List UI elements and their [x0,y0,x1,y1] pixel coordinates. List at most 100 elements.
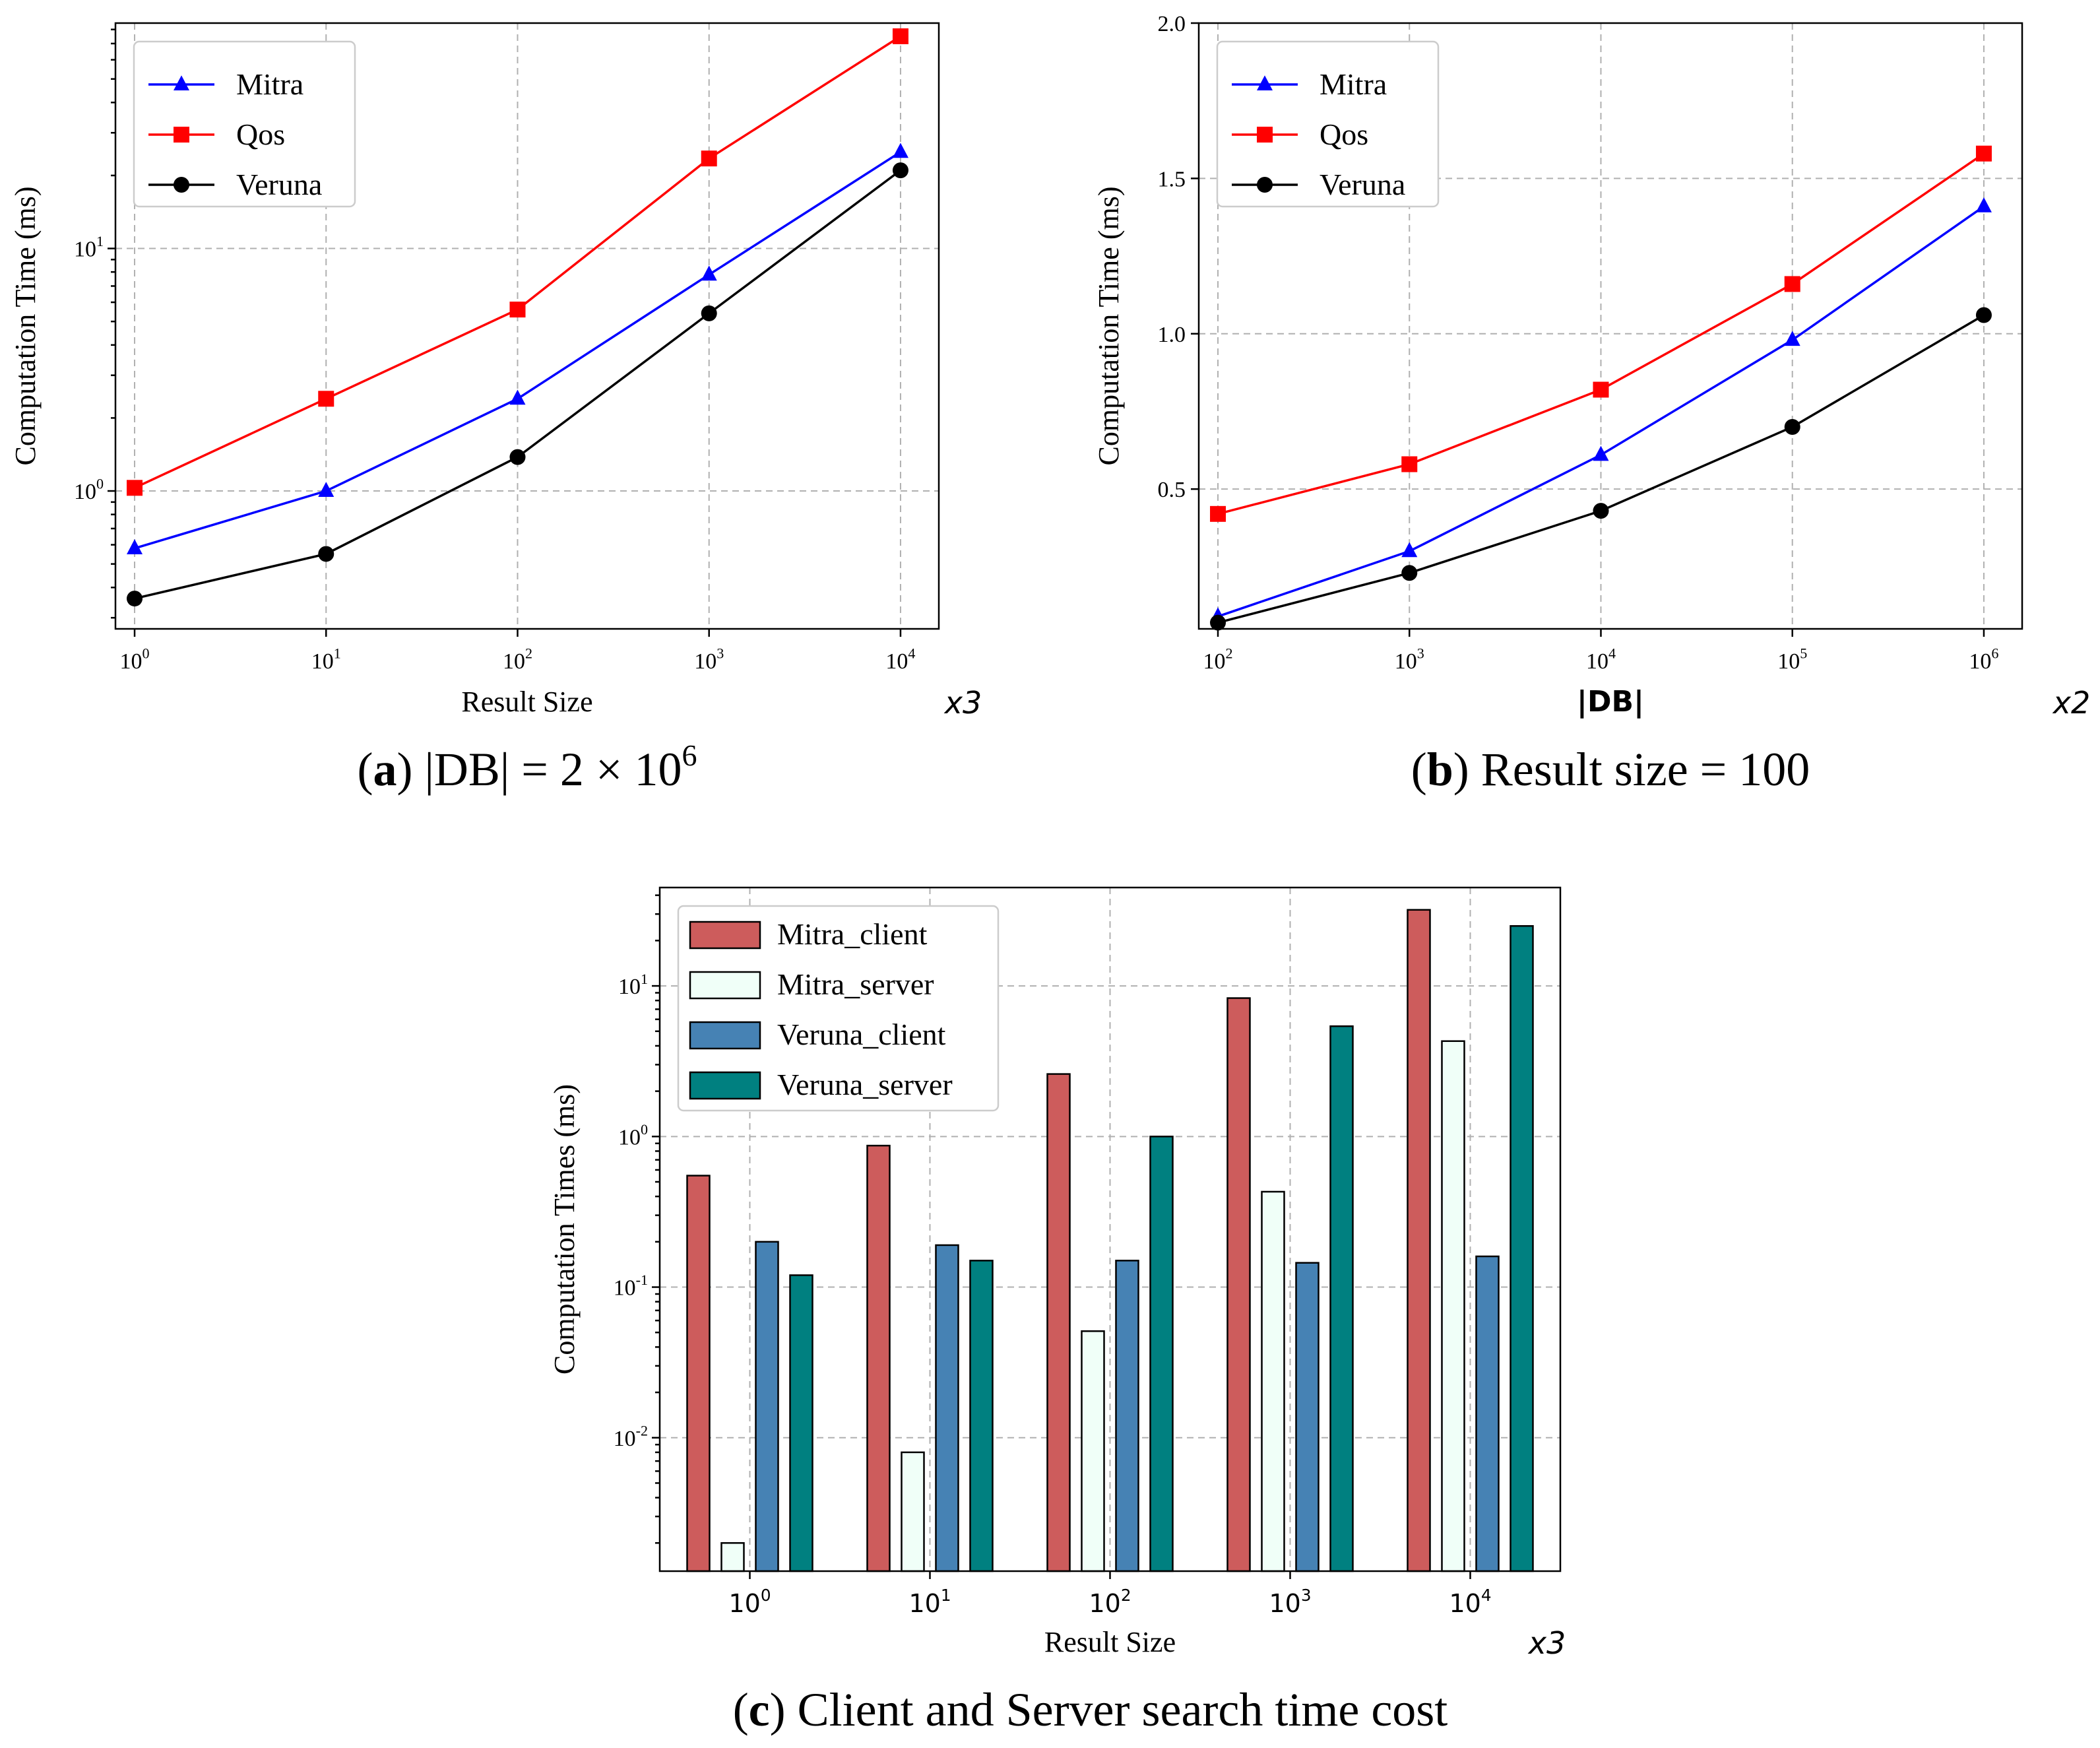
data-point-veruna [1401,565,1418,581]
data-point-mitra [1401,542,1418,558]
legend-label: Veruna_client [777,1018,946,1051]
caption-text: Client and Server search time cost [798,1683,1448,1736]
y-axis-label: Computation Time (ms) [1093,187,1125,466]
legend-marker [174,75,189,90]
caption-close: ) [397,743,424,796]
caption: (a) |DB| = 2 × 106 [357,738,697,796]
x-tick-label-exp: 2 [525,645,532,662]
y-tick-label: 10-1 [614,1272,648,1300]
y-axis-label: Computation Time (ms) [9,187,42,466]
x-axis-label: Result Size [461,686,592,718]
bar-mitra-server [720,1542,745,1572]
x-tick-label-base: 10 [1449,1589,1480,1618]
x-tick-label-base: 10 [885,649,908,674]
legend [133,40,356,208]
data-point-veruna [318,546,334,562]
chart-a: 100 101 102 103 104100101MitraQosVerunaResul… [9,22,982,796]
data-point-mitra [1593,445,1609,461]
x-multiplier: x3 [943,685,982,721]
x-tick-label-exp: 3 [1301,1586,1312,1605]
y-tick-label-exp: -2 [636,1422,648,1439]
legend-label: Mitra_server [777,967,934,1001]
legend [677,905,1000,1112]
legend-label: Mitra [236,67,303,101]
bar-veruna-server [969,1260,994,1572]
y-tick-label-base: 10 [74,238,96,262]
caption-text: |DB| = 2 × 10 [424,743,682,796]
bar-mitra-server [901,1451,925,1572]
bar-mitra-server [1081,1330,1105,1572]
x-tick-label-exp: 2 [1121,1586,1131,1605]
legend-label: Veruna [236,168,322,201]
legend-label: Veruna [1320,168,1405,201]
data-point-veruna [1784,419,1800,435]
x-axis-label: |DB| [1577,685,1644,719]
y-tick-label: 100 [618,1121,648,1149]
bar-veruna-client [1295,1262,1320,1572]
legend-swatch [689,1071,761,1100]
x-tick-label-exp: 0 [142,645,149,662]
data-point-veruna [127,591,143,607]
legend-marker [174,177,189,193]
caption-letter: b [1427,743,1453,796]
x-tick-label-exp: 4 [1608,645,1616,662]
x-tick-label: 103 [694,645,724,674]
caption: (b) Result size = 100 [1411,743,1810,796]
legend-label: Qos [236,117,285,151]
caption: (c) Client and Server search time cost [733,1683,1448,1736]
y-tick-label-base: 10 [618,975,641,999]
y-tick-label-base: 10 [614,1276,636,1301]
caption-text: Result size = 100 [1481,743,1810,796]
bar-veruna-server [1329,1025,1354,1572]
bar-mitra-server [1261,1190,1285,1572]
x-tick-label-exp: 3 [1417,645,1424,662]
data-point-mitra [318,482,334,498]
y-tick-label-exp: 0 [96,476,104,492]
data-point-veruna [1210,614,1226,631]
x-tick-label-exp: 6 [1991,645,1998,662]
data-point-mitra [1784,331,1800,346]
bar-veruna-client [755,1241,779,1572]
data-point-qos [892,28,908,44]
x-tick-label-exp: 5 [1800,645,1807,662]
data-point-mitra [892,143,908,158]
bar-veruna-client [1115,1260,1139,1572]
y-tick-label: 2.0 [1158,12,1186,36]
chart-b: 102 103 104 105 1060.51.01.52.0MitraQosVerun… [1093,12,2090,796]
x-tick-label-base: 10 [1269,1589,1300,1618]
data-point-qos [1975,145,1992,162]
x-tick-label-exp: 0 [761,1586,771,1605]
legend-marker [1257,127,1273,143]
x-tick-label-base: 10 [908,1589,940,1618]
x-tick-label-base: 10 [1203,649,1225,674]
x-tick-label: 103 [1269,1586,1311,1618]
bar-mitra-client [1046,1073,1071,1572]
data-point-mitra [509,389,526,405]
y-tick-label: 100 [74,476,104,504]
y-tick-label-base: 10 [618,1125,641,1149]
x-tick-label: 106 [1969,645,1998,674]
x-tick-label: 101 [908,1586,951,1618]
caption-letter: c [749,1683,770,1736]
data-point-mitra [127,539,143,554]
data-point-qos [318,391,334,407]
x-tick-label-base: 10 [1089,1589,1120,1618]
caption-open: ( [357,743,373,796]
x-tick-label-base: 10 [1586,649,1608,674]
legend [1216,40,1440,208]
x-tick-label-exp: 3 [716,645,724,662]
x-tick-label: 105 [1777,645,1807,674]
x-tick-label: 103 [1395,645,1424,674]
bar-mitra-client [686,1175,711,1572]
bar-mitra-client [1407,909,1431,1572]
x-tick-label: 101 [311,645,341,674]
data-point-veruna [892,162,908,179]
data-point-qos [1593,381,1609,398]
x-tick-label-exp: 1 [334,645,341,662]
x-tick-label-base: 10 [694,649,716,674]
legend-label: Qos [1320,117,1368,151]
x-tick-label: 104 [1586,645,1616,674]
data-point-veruna [701,305,717,321]
data-point-qos [127,480,143,496]
